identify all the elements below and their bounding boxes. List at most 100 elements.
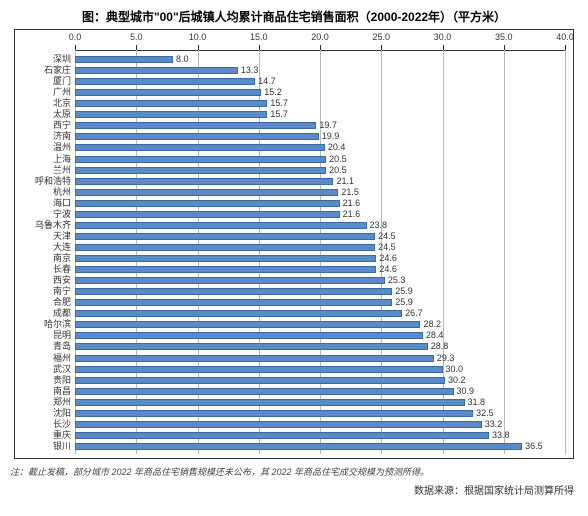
value-label: 33.8 (492, 431, 510, 440)
bar (75, 244, 375, 251)
x-tick-label: 25.0 (372, 32, 390, 42)
y-category-label: 武汉 (15, 365, 71, 374)
bar (75, 211, 340, 218)
bar-row: 福州29.3 (75, 354, 565, 363)
value-label: 25.9 (395, 298, 413, 307)
value-label: 8.0 (176, 55, 189, 64)
bar (75, 377, 445, 384)
bar-row: 宁波21.6 (75, 210, 565, 219)
bar-row: 长沙33.2 (75, 420, 565, 429)
y-category-label: 成都 (15, 309, 71, 318)
value-label: 25.9 (395, 287, 413, 296)
y-category-label: 哈尔滨 (15, 320, 71, 329)
bar (75, 321, 420, 328)
y-category-label: 杭州 (15, 188, 71, 197)
bar (75, 233, 375, 240)
bar (75, 343, 428, 350)
data-source: 数据来源：根据国家统计局测算所得 (0, 480, 588, 497)
bar (75, 200, 340, 207)
value-label: 28.4 (426, 331, 444, 340)
bar (75, 432, 489, 439)
bar (75, 255, 376, 262)
x-tick-label: 5.0 (130, 32, 143, 42)
y-category-label: 重庆 (15, 431, 71, 440)
bar-row: 合肥25.9 (75, 298, 565, 307)
y-category-label: 银川 (15, 442, 71, 451)
bar-row: 杭州21.5 (75, 188, 565, 197)
bar-row: 上海20.5 (75, 155, 565, 164)
value-label: 25.3 (388, 276, 406, 285)
bar-row: 呼和浩特21.1 (75, 177, 565, 186)
y-category-label: 温州 (15, 143, 71, 152)
bar (75, 89, 261, 96)
value-label: 28.2 (423, 320, 441, 329)
bar-row: 南昌30.9 (75, 387, 565, 396)
bar (75, 443, 522, 450)
value-label: 14.7 (258, 77, 276, 86)
value-label: 36.5 (525, 442, 543, 451)
bar (75, 144, 325, 151)
bar (75, 156, 326, 163)
footnote: 注：截止发稿，部分城市 2022 年商品住宅销售规模还未公布，其 2022 年商… (0, 459, 588, 480)
value-label: 26.7 (405, 309, 423, 318)
y-category-label: 大连 (15, 243, 71, 252)
bar (75, 288, 392, 295)
bar (75, 266, 376, 273)
bar (75, 421, 482, 428)
bar (75, 366, 443, 373)
bar (75, 111, 267, 118)
bar (75, 310, 402, 317)
y-category-label: 贵阳 (15, 376, 71, 385)
x-tick-label: 20.0 (311, 32, 329, 42)
x-tick-label: 30.0 (434, 32, 452, 42)
x-tick-label: 40.0 (556, 32, 574, 42)
value-label: 20.4 (328, 143, 346, 152)
value-label: 21.1 (336, 177, 354, 186)
value-label: 20.5 (329, 155, 347, 164)
bar-row: 济南19.9 (75, 132, 565, 141)
value-label: 24.5 (378, 243, 396, 252)
y-category-label: 昆明 (15, 331, 71, 340)
bar (75, 67, 238, 74)
bar-row: 大连24.5 (75, 243, 565, 252)
value-label: 21.6 (343, 199, 361, 208)
bar (75, 78, 255, 85)
bar-row: 海口21.6 (75, 199, 565, 208)
bar (75, 167, 326, 174)
chart-title: 图：典型城市"00"后城镇人均累计商品住宅销售面积（2000-2022年）（平方… (0, 0, 588, 29)
y-category-label: 宁波 (15, 210, 71, 219)
value-label: 33.2 (485, 420, 503, 429)
bar-row: 广州15.2 (75, 88, 565, 97)
chart-container: 0.05.010.015.020.025.030.035.040.0 深圳8.0… (14, 29, 574, 459)
bar-row: 西安25.3 (75, 276, 565, 285)
value-label: 15.2 (264, 88, 282, 97)
value-label: 29.3 (437, 354, 455, 363)
y-category-label: 海口 (15, 199, 71, 208)
bar-row: 沈阳32.5 (75, 409, 565, 418)
bar (75, 133, 319, 140)
bar (75, 332, 423, 339)
y-category-label: 乌鲁木齐 (15, 221, 71, 230)
value-label: 30.0 (446, 365, 464, 374)
bar (75, 399, 465, 406)
plot-area: 深圳8.0石家庄13.3厦门14.7广州15.2北京15.7太原15.7西宁19… (75, 50, 565, 454)
bar-row: 厦门14.7 (75, 77, 565, 86)
bar (75, 299, 392, 306)
bar-row: 哈尔滨28.2 (75, 320, 565, 329)
value-label: 24.6 (379, 254, 397, 263)
value-label: 21.5 (341, 188, 359, 197)
x-axis: 0.05.010.015.020.025.030.035.040.0 (75, 30, 565, 50)
y-category-label: 沈阳 (15, 409, 71, 418)
value-label: 19.7 (319, 121, 337, 130)
bar-row: 青岛28.8 (75, 342, 565, 351)
bar-row: 南京24.6 (75, 254, 565, 263)
y-category-label: 兰州 (15, 166, 71, 175)
bar (75, 56, 173, 63)
y-category-label: 石家庄 (15, 66, 71, 75)
bar-row: 昆明28.4 (75, 331, 565, 340)
y-category-label: 福州 (15, 354, 71, 363)
y-category-label: 西宁 (15, 121, 71, 130)
y-category-label: 呼和浩特 (15, 177, 71, 186)
bar-row: 乌鲁木齐23.8 (75, 221, 565, 230)
x-tick-label: 0.0 (69, 32, 82, 42)
